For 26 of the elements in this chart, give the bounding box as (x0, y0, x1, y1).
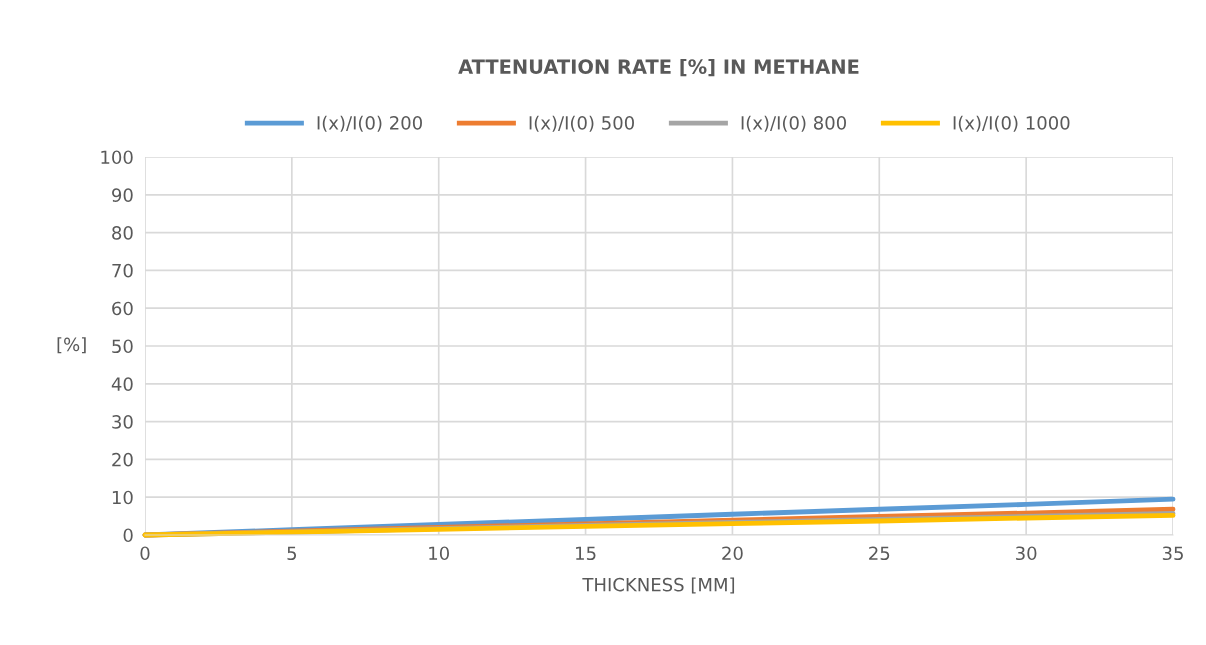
legend-label: I(x)/I(0) 1000 (953, 115, 1070, 132)
x-tick-label: 10 (429, 546, 449, 561)
y-tick-label: 40 (111, 377, 133, 391)
legend-label: I(x)/I(0) 200 (317, 115, 422, 132)
y-tick-label: 20 (112, 452, 133, 467)
x-tick-label: 35 (1162, 546, 1183, 561)
y-tick-label: 10 (112, 490, 133, 505)
y-tick-label: 60 (112, 301, 133, 316)
legend-label: I(x)/I(0) 500 (529, 115, 634, 132)
legend-label: I(x)/I(0) 800 (741, 115, 847, 132)
x-tick-label: 15 (576, 546, 596, 561)
y-tick-label: 50 (112, 339, 133, 354)
chart-title: ATTENUATION RATE [%] IN METHANE (458, 58, 859, 77)
x-tick-label: 30 (1016, 546, 1037, 561)
x-tick-label: 5 (287, 546, 297, 561)
y-tick-label: 90 (112, 188, 133, 202)
x-axis-title: THICKNESS [MM] (582, 577, 735, 594)
x-tick-label: 0 (140, 546, 150, 561)
y-tick-label: 80 (112, 226, 133, 240)
y-tick-label: 30 (112, 415, 133, 429)
x-tick-label: 20 (722, 546, 743, 561)
y-tick-label: 70 (112, 263, 133, 278)
y-tick-label: 100 (101, 150, 133, 165)
x-tick-label: 25 (869, 546, 890, 561)
y-axis-title: [%] (57, 337, 86, 354)
y-tick-label: 0 (123, 528, 133, 543)
